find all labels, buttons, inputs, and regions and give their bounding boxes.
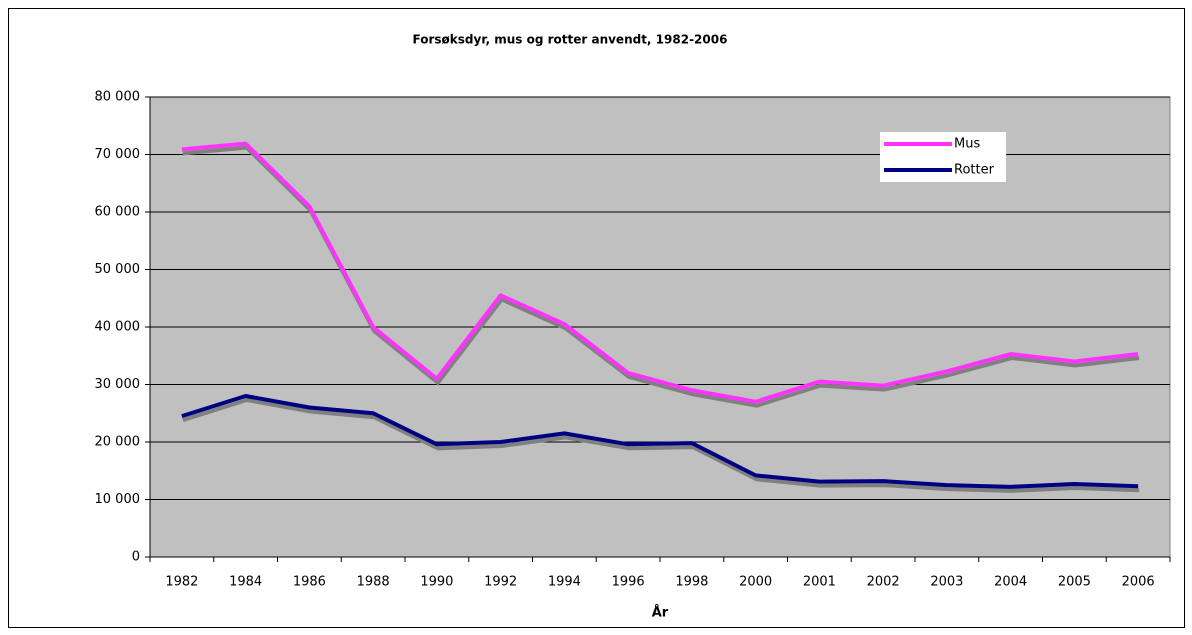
x-tick-label: 1990 [420, 575, 453, 590]
x-tick-label: 1984 [229, 575, 262, 590]
y-tick-label: 10 000 [95, 492, 141, 507]
line-shadow [182, 397, 1140, 493]
x-tick-label: 1994 [548, 575, 581, 590]
y-tick-label: 60 000 [95, 205, 141, 220]
x-tick-label: 2005 [1058, 575, 1091, 590]
y-tick-label: 40 000 [95, 320, 141, 335]
x-tick-label: 2001 [803, 575, 836, 590]
x-tick-label: 2000 [739, 575, 772, 590]
y-tick-label: 30 000 [95, 377, 141, 392]
x-tick-label: 1988 [357, 575, 390, 590]
y-tick-label: 80 000 [95, 90, 141, 105]
x-tick-label: 2006 [1122, 575, 1155, 590]
x-tick-label: 1982 [165, 575, 198, 590]
x-tick-label: 2004 [994, 575, 1027, 590]
legend-label: Mus [954, 137, 980, 152]
y-tick-label: 20 000 [95, 435, 141, 450]
legend-box [880, 132, 1006, 182]
y-tick-label: 50 000 [95, 262, 141, 277]
legend-label: Rotter [954, 163, 995, 178]
line [181, 394, 1139, 489]
y-tick-label: 0 [132, 550, 140, 565]
x-tick-label: 1992 [484, 575, 517, 590]
y-tick-label: 70 000 [95, 147, 141, 162]
x-tick-label: 1996 [612, 575, 645, 590]
x-tick-label: 1986 [293, 575, 326, 590]
chart-title: Forsøksdyr, mus og rotter anvendt, 1982-… [413, 33, 728, 47]
line [181, 141, 1139, 404]
x-axis-label: År [652, 605, 669, 621]
x-tick-label: 2003 [930, 575, 963, 590]
x-tick-label: 1998 [675, 575, 708, 590]
x-tick-label: 2002 [867, 575, 900, 590]
